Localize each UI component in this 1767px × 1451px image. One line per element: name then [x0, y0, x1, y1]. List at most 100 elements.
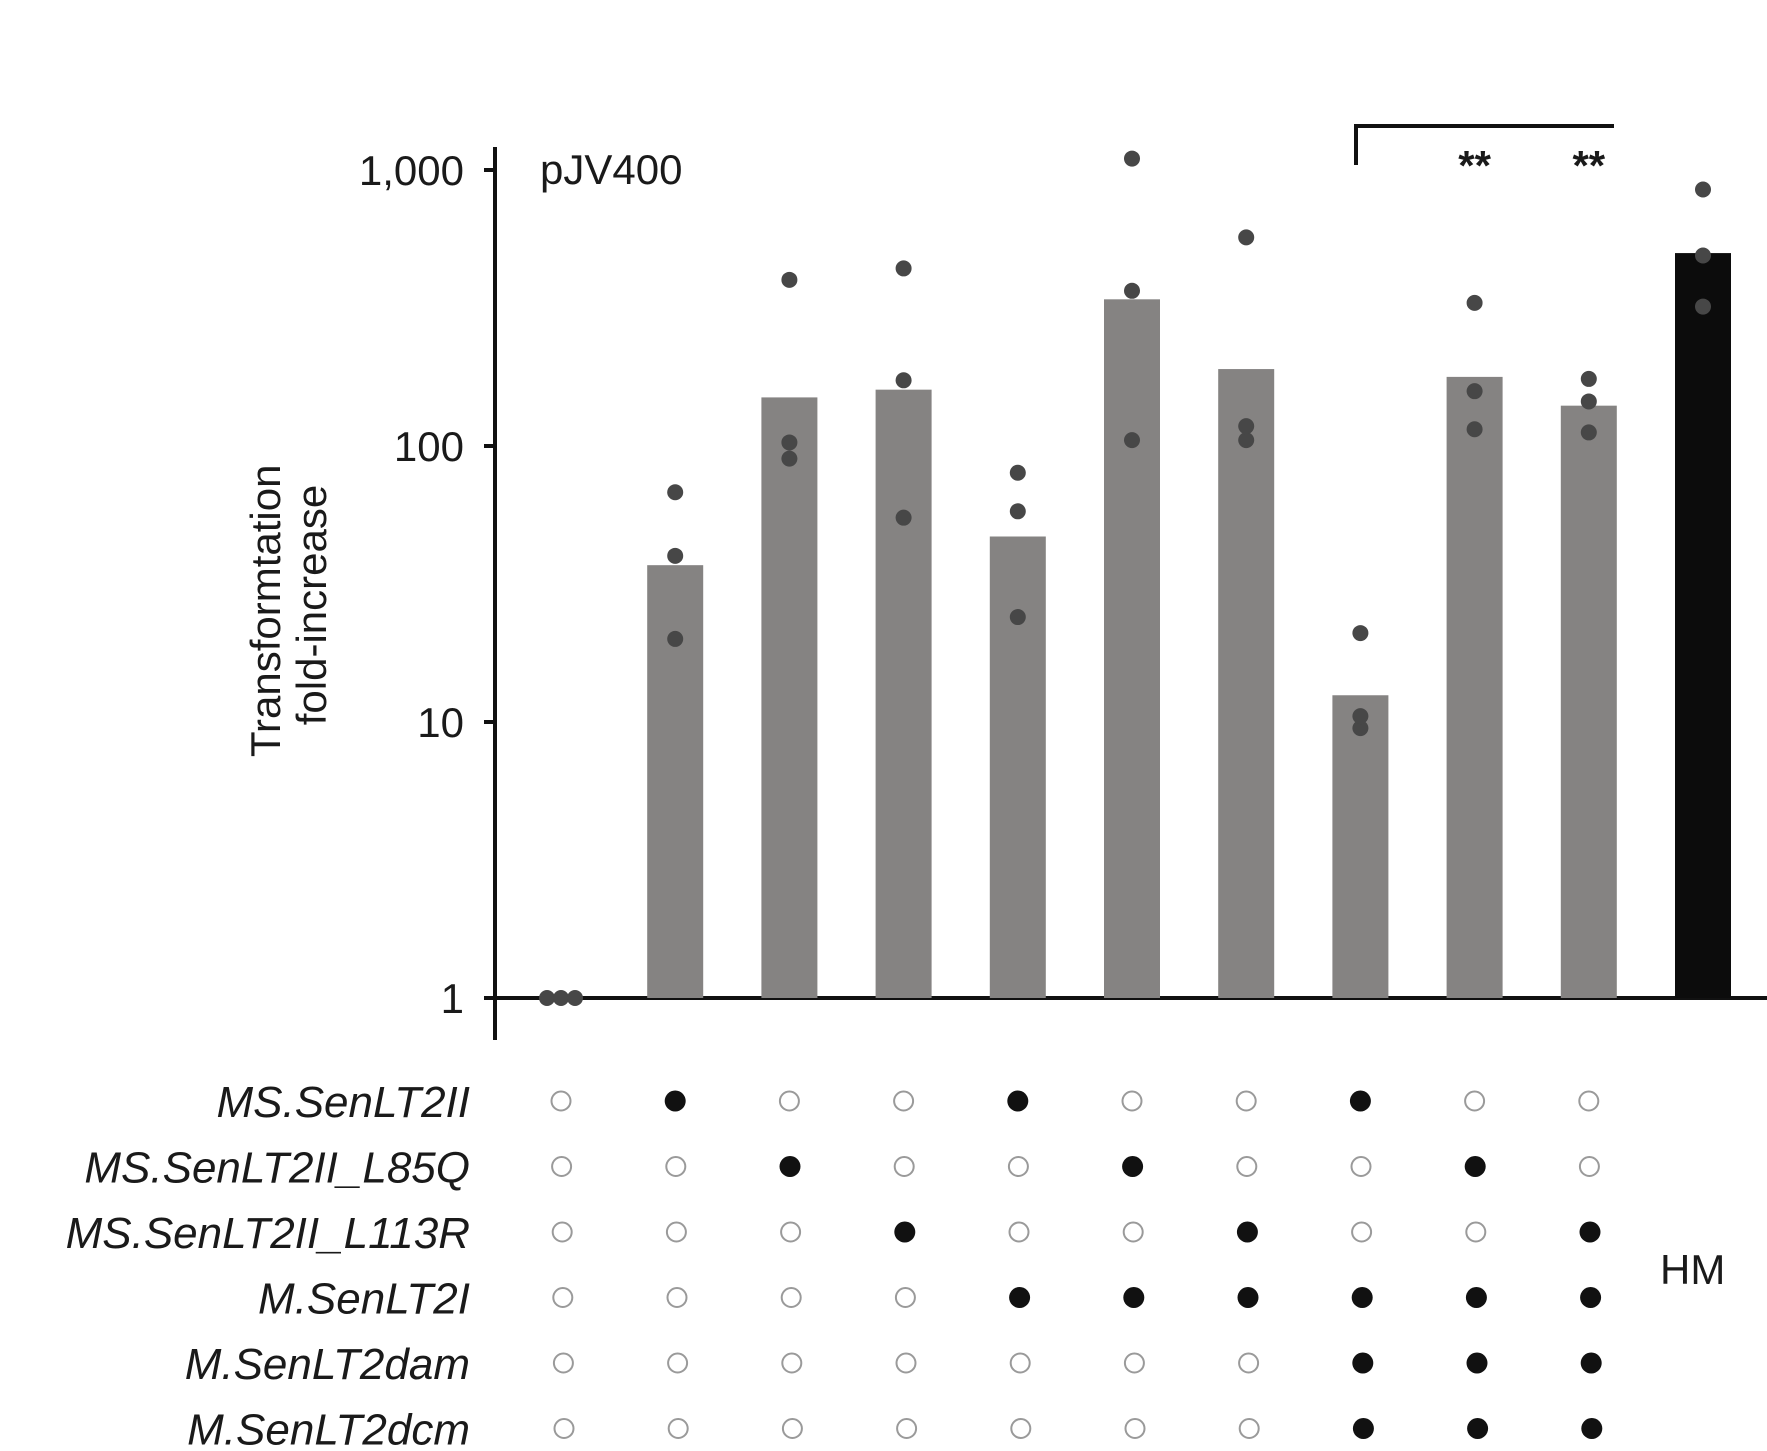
- matrix-dots: [550, 1090, 1603, 1439]
- data-point: [553, 990, 569, 1006]
- data-point: [1466, 383, 1483, 400]
- matrix-dot-empty: [1236, 1156, 1258, 1177]
- matrix-dot-empty: [895, 1352, 917, 1374]
- matrix-dot-filled: [779, 1156, 801, 1177]
- matrix-dot-filled: [1009, 1287, 1031, 1308]
- data-point: [1695, 247, 1711, 264]
- bar: [875, 389, 932, 999]
- hm-label: HM: [1660, 1246, 1725, 1293]
- significance-labels: ** **: [1458, 142, 1606, 189]
- y-axis-label-line-1: Transformtation: [242, 465, 289, 758]
- data-point: [667, 484, 684, 501]
- matrix-dot-empty: [781, 1418, 803, 1439]
- matrix-dot-empty: [666, 1287, 688, 1308]
- matrix-row-label: MS.SenLT2II_L113R: [66, 1209, 470, 1258]
- matrix-dot-empty: [1235, 1090, 1257, 1112]
- matrix-dot-filled: [1237, 1287, 1259, 1308]
- matrix-dot-empty: [665, 1221, 687, 1243]
- matrix-dot-empty: [894, 1287, 916, 1308]
- matrix-dot-empty: [550, 1090, 572, 1112]
- matrix-dot-filled: [664, 1090, 686, 1112]
- data-point: [1238, 432, 1255, 449]
- panel-label: pJV400: [540, 146, 682, 193]
- data-point: [1124, 282, 1140, 299]
- matrix-dot-empty: [1464, 1090, 1486, 1112]
- data-point: [1695, 298, 1711, 315]
- significance-label: **: [1458, 142, 1491, 189]
- data-point: [1580, 370, 1597, 387]
- matrix-dot-filled: [1580, 1352, 1602, 1374]
- matrix-dot-filled: [1007, 1090, 1029, 1112]
- y-axis-label-line-2: fold-increase: [288, 485, 335, 725]
- bar: [647, 565, 704, 998]
- bar: [989, 536, 1046, 998]
- matrix-dot-empty: [1121, 1090, 1143, 1112]
- matrix-dot-empty: [553, 1418, 575, 1439]
- matrix-dot-empty: [1010, 1418, 1032, 1439]
- matrix-row-label: M.SenLT2I: [258, 1275, 470, 1324]
- matrix-dot-empty: [1350, 1156, 1372, 1177]
- data-point: [895, 260, 912, 277]
- matrix-dot-empty: [552, 1287, 574, 1308]
- bar: [761, 397, 818, 998]
- bar: [1218, 369, 1275, 999]
- y-tick-label: 10: [417, 699, 464, 746]
- data-point: [1009, 464, 1026, 481]
- matrix-dot-empty: [1465, 1221, 1487, 1243]
- data-point: [1124, 432, 1140, 449]
- matrix-dot-filled: [1122, 1156, 1144, 1177]
- matrix-dot-empty: [552, 1352, 574, 1374]
- y-tick-label: 100: [394, 423, 464, 470]
- matrix-dot-empty: [1008, 1221, 1030, 1243]
- significance-bracket: [1354, 124, 1614, 165]
- matrix-row-label: MS.SenLT2II_L85Q: [84, 1144, 470, 1193]
- matrix-dot-filled: [1466, 1352, 1488, 1374]
- matrix-row-label: M.SenLT2dcm: [187, 1406, 470, 1451]
- data-point: [539, 990, 555, 1006]
- data-points: [539, 150, 1711, 1006]
- data-point: [781, 450, 798, 467]
- bar: [1332, 695, 1389, 998]
- data-point: [1124, 150, 1140, 167]
- matrix-dot-filled: [1579, 1221, 1601, 1243]
- matrix-dot-empty: [893, 1156, 915, 1177]
- matrix-dot-filled: [1467, 1418, 1489, 1439]
- matrix-dot-empty: [1007, 1156, 1029, 1177]
- data-point: [1695, 181, 1711, 198]
- significance-label: **: [1572, 142, 1605, 189]
- matrix-dot-filled: [1236, 1221, 1258, 1243]
- data-point: [1466, 294, 1483, 311]
- matrix-dot-empty: [1124, 1418, 1146, 1439]
- matrix-dot-filled: [1352, 1418, 1374, 1439]
- data-point: [1352, 708, 1369, 725]
- data-point: [1238, 229, 1255, 246]
- matrix-dot-empty: [1122, 1221, 1144, 1243]
- matrix-dot-empty: [667, 1418, 689, 1439]
- y-tick-label: 1: [441, 975, 464, 1022]
- data-point: [1009, 609, 1026, 626]
- data-point: [1466, 421, 1483, 438]
- bar: [1560, 405, 1617, 998]
- matrix-dot-filled: [1580, 1287, 1602, 1308]
- data-point: [667, 547, 684, 564]
- data-point: [1009, 503, 1026, 520]
- y-axis-label: Transformtation fold-increase: [242, 453, 335, 757]
- matrix-row-labels: MS.SenLT2II MS.SenLT2II_L85Q MS.SenLT2II_L…: [66, 1078, 470, 1451]
- matrix-dot-empty: [896, 1418, 918, 1439]
- matrix-dot-empty: [667, 1352, 689, 1374]
- matrix-dot-empty: [780, 1221, 802, 1243]
- matrix-dot-empty: [551, 1156, 573, 1177]
- matrix-dot-empty: [780, 1287, 802, 1308]
- data-point: [567, 990, 583, 1006]
- data-point: [1580, 424, 1597, 441]
- y-tick-label: 1,000: [359, 147, 464, 194]
- matrix-dot-filled: [1123, 1287, 1145, 1308]
- data-point: [1238, 418, 1255, 435]
- matrix-dot-empty: [1351, 1221, 1373, 1243]
- data-point: [1352, 720, 1369, 737]
- data-point: [667, 630, 684, 647]
- matrix-dot-filled: [1352, 1352, 1374, 1374]
- matrix-row-label: M.SenLT2dam: [185, 1340, 470, 1389]
- data-point: [1352, 625, 1369, 642]
